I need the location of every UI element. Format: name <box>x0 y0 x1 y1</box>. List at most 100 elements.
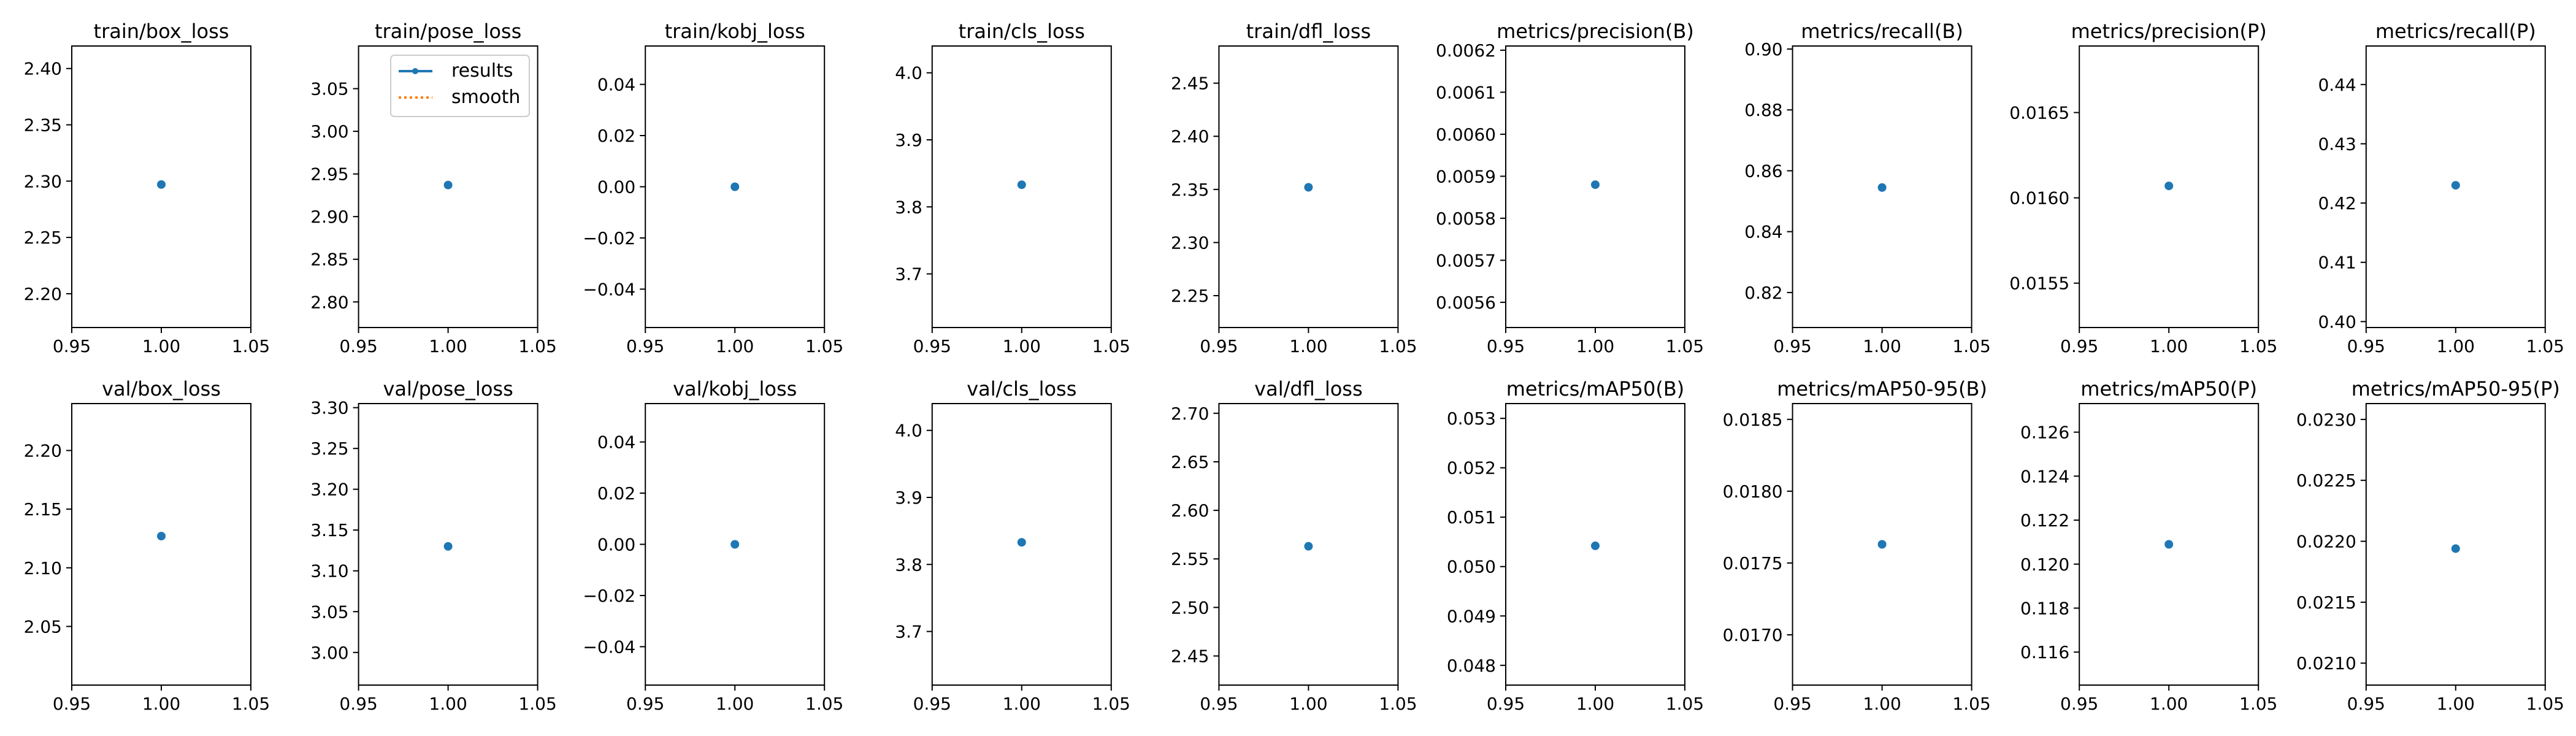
y-tick-label: 0.0058 <box>1436 209 1496 229</box>
legend-smooth-label: smooth <box>451 86 520 108</box>
y-tick-label: 0.122 <box>2020 510 2069 531</box>
x-tick-label: 0.95 <box>626 336 664 356</box>
y-tick-label: 2.95 <box>310 164 348 185</box>
x-tick-label: 0.95 <box>2347 336 2385 356</box>
data-point-results <box>2451 544 2460 553</box>
data-point-results <box>1591 180 1600 190</box>
panel-title: train/pose_loss <box>375 20 521 43</box>
legend-results-marker <box>412 68 418 74</box>
y-tick-label: 0.0180 <box>1723 481 1783 502</box>
subplot-train-pose-loss: train/pose_loss 0.95 1.00 1.05 2.80 2.85 2.90 2… <box>310 20 557 356</box>
y-tick-label: 0.04 <box>597 75 635 95</box>
y-tick-label: 2.40 <box>24 59 62 79</box>
y-tick-label: 0.116 <box>2020 642 2069 662</box>
y-tick-label: 0.00 <box>597 535 635 555</box>
x-tick-label: 0.95 <box>53 336 91 356</box>
y-tick-label: 3.00 <box>310 121 348 142</box>
y-tick-label: 0.02 <box>597 126 635 146</box>
y-tick-label: 2.20 <box>24 441 62 461</box>
y-tick-label: 0.82 <box>1744 283 1782 303</box>
y-tick-label: 0.0061 <box>1436 82 1496 102</box>
y-tick-label: 0.050 <box>1447 557 1496 577</box>
panel-title: train/dfl_loss <box>1246 20 1371 43</box>
y-tick-label: 3.05 <box>310 602 348 622</box>
data-point-results <box>730 182 740 191</box>
data-point-results <box>1304 542 1313 551</box>
x-tick-label: 0.95 <box>913 694 951 714</box>
y-tick-label: 0.02 <box>597 483 635 504</box>
x-tick-label: 1.05 <box>1379 694 1417 714</box>
panel-title: metrics/precision(P) <box>2071 20 2267 43</box>
panel-title: metrics/recall(P) <box>2375 20 2536 43</box>
subplot-train-kobj-loss: train/kobj_loss 0.95 1.00 1.05 −0.04 −0.02 0.0… <box>583 20 843 356</box>
y-tick-label: 0.052 <box>1447 458 1496 478</box>
x-tick-label: 1.00 <box>142 694 180 714</box>
y-tick-label: 2.35 <box>1171 180 1209 200</box>
y-tick-label: 2.85 <box>310 250 348 270</box>
x-tick-label: 1.05 <box>2239 694 2277 714</box>
y-tick-label: 0.0057 <box>1436 250 1496 270</box>
x-tick-label: 1.00 <box>1289 336 1327 356</box>
subplot-val-pose-loss: val/pose_loss 0.95 1.00 1.05 3.00 3.05 3.10 3.1… <box>310 377 557 714</box>
subplot-val-box-loss: val/box_loss 0.95 1.00 1.05 2.05 2.10 2.15 2.20 <box>24 377 270 714</box>
panel-title: val/box_loss <box>102 377 221 401</box>
data-point-results <box>1017 180 1026 190</box>
x-tick-label: 1.00 <box>716 694 754 714</box>
y-tick-label: 3.8 <box>895 197 922 217</box>
y-tick-label: 4.0 <box>895 421 922 441</box>
y-tick-label: 2.20 <box>24 284 62 304</box>
x-tick-label: 1.00 <box>1863 694 1901 714</box>
y-tick-label: 0.0170 <box>1723 625 1783 645</box>
data-point-results <box>2451 181 2460 190</box>
x-tick-label: 0.95 <box>1487 694 1525 714</box>
x-tick-label: 1.00 <box>2150 694 2188 714</box>
x-tick-label: 1.05 <box>805 336 843 356</box>
y-tick-label: 2.65 <box>1171 452 1209 472</box>
data-point-results <box>1877 540 1887 549</box>
subplot-val-cls-loss: val/cls_loss 0.95 1.00 1.05 3.7 3.8 3.9 4.0 <box>895 377 1130 714</box>
y-tick-label: 0.42 <box>2318 193 2356 213</box>
y-tick-label: 0.0056 <box>1436 293 1496 313</box>
subplot-train-dfl-loss: train/dfl_loss 0.95 1.00 1.05 2.25 2.30 2.35 2.… <box>1171 20 1417 356</box>
data-point-results <box>1877 183 1887 192</box>
x-tick-label: 0.95 <box>1773 694 1811 714</box>
x-tick-label: 1.05 <box>1952 694 1990 714</box>
y-tick-label: 0.84 <box>1744 222 1782 242</box>
x-tick-label: 0.95 <box>2347 694 2385 714</box>
y-tick-label: 0.053 <box>1447 408 1496 429</box>
x-tick-label: 1.00 <box>1003 336 1041 356</box>
x-tick-label: 0.95 <box>1200 694 1238 714</box>
y-tick-label: 3.9 <box>895 130 922 150</box>
subplot-metrics-map50-95-b: metrics/mAP50-95(B) 0.95 1.00 1.05 0.0170 0.0… <box>1723 377 1991 714</box>
data-point-results <box>2164 182 2174 191</box>
x-tick-label: 1.00 <box>1863 336 1901 356</box>
panel-title: metrics/recall(B) <box>1801 20 1963 43</box>
y-tick-label: 0.0230 <box>2296 410 2356 430</box>
y-tick-label: 0.41 <box>2318 253 2356 273</box>
y-tick-label: 0.124 <box>2020 466 2069 486</box>
y-tick-label: 2.30 <box>1171 232 1209 253</box>
y-tick-label: −0.02 <box>583 228 635 248</box>
y-tick-label: 3.8 <box>895 554 922 575</box>
y-tick-label: 2.55 <box>1171 549 1209 569</box>
x-tick-label: 1.00 <box>1576 694 1614 714</box>
y-tick-label: 0.90 <box>1744 39 1782 59</box>
subplot-train-cls-loss: train/cls_loss 0.95 1.00 1.05 3.7 3.8 3.9 4.0 <box>895 20 1130 356</box>
y-tick-label: 0.126 <box>2020 423 2069 443</box>
x-tick-label: 1.05 <box>1666 336 1704 356</box>
data-point-results <box>443 542 453 551</box>
y-tick-label: 0.0059 <box>1436 166 1496 186</box>
x-tick-label: 0.95 <box>339 336 377 356</box>
legend-results-label: results <box>451 60 513 82</box>
panel-title: val/dfl_loss <box>1254 377 1363 401</box>
x-tick-label: 1.00 <box>142 336 180 356</box>
y-tick-label: 0.0210 <box>2296 653 2356 673</box>
subplot-grid: train/box_loss 0.95 1.00 1.05 2.20 2.25 2.30 2.… <box>24 20 2564 714</box>
x-tick-label: 1.05 <box>1092 694 1130 714</box>
x-tick-label: 1.00 <box>2150 336 2188 356</box>
x-tick-label: 0.95 <box>339 694 377 714</box>
x-tick-label: 1.05 <box>1952 336 1990 356</box>
x-tick-label: 1.00 <box>1576 336 1614 356</box>
x-tick-label: 1.05 <box>232 694 270 714</box>
